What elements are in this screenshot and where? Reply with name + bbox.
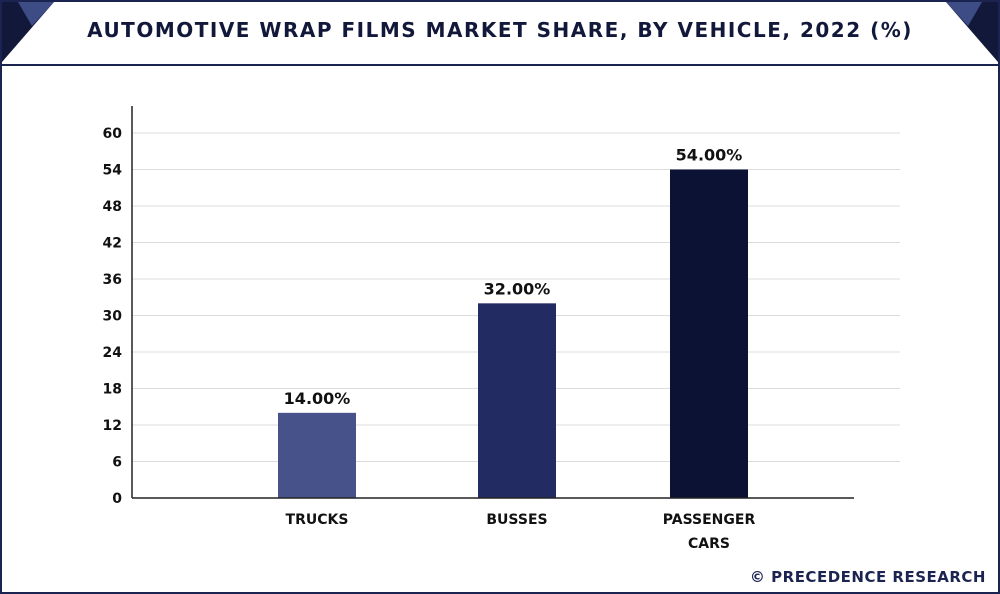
y-tick-label: 12 <box>103 418 122 434</box>
x-tick-label: BUSSES <box>486 512 547 528</box>
category-labels: TRUCKS BUSSES PASSENGER CARS <box>286 512 756 552</box>
bar-busses <box>478 303 556 498</box>
bar-passenger-cars <box>670 169 748 498</box>
data-label: 14.00% <box>284 389 351 408</box>
y-tick-label: 0 <box>112 491 122 507</box>
y-tick-label: 48 <box>103 199 122 215</box>
data-label: 32.00% <box>484 279 551 298</box>
y-tick-label: 54 <box>103 163 123 179</box>
corner-decoration-right <box>946 2 998 62</box>
x-tick-label: TRUCKS <box>286 512 349 528</box>
y-axis-ticks: 0 6 12 18 24 30 36 42 48 54 60 <box>103 126 123 507</box>
axes <box>131 106 854 499</box>
chart-title: AUTOMOTIVE WRAP FILMS MARKET SHARE, BY V… <box>87 18 913 42</box>
x-tick-label: PASSENGER CARS <box>663 512 756 552</box>
y-tick-label: 42 <box>103 236 122 252</box>
y-tick-label: 60 <box>103 126 123 142</box>
bar-trucks <box>278 412 356 498</box>
data-labels: 14.00% 32.00% 54.00% <box>284 146 743 408</box>
bars <box>278 169 748 498</box>
y-tick-label: 18 <box>103 382 122 398</box>
data-label: 54.00% <box>676 146 743 165</box>
y-tick-label: 24 <box>103 345 123 361</box>
y-tick-label: 36 <box>103 272 122 288</box>
watermark: © PRECEDENCE RESEARCH <box>749 568 986 586</box>
y-tick-label: 30 <box>103 309 123 325</box>
y-tick-label: 6 <box>112 455 122 471</box>
title-bar: AUTOMOTIVE WRAP FILMS MARKET SHARE, BY V… <box>2 2 998 66</box>
corner-decoration-left <box>2 2 54 62</box>
